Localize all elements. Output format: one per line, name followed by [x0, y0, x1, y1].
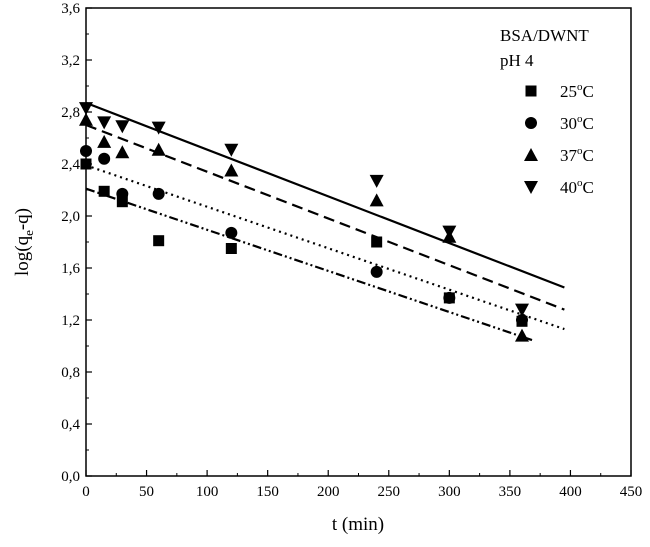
legend-title-line2: pH 4 — [500, 51, 534, 70]
data-point-40 — [369, 174, 384, 188]
y-tick-label: 2,8 — [61, 105, 80, 121]
data-point-30 — [98, 152, 111, 165]
x-tick-label: 300 — [438, 484, 461, 500]
axis-ticks: 0 50 100 150 200 250 300 350 400 450 0,0 0,4 0,8 1,2 1… — [61, 1, 642, 500]
data-point-25 — [153, 235, 165, 247]
y-tick-label: 0,4 — [61, 417, 80, 433]
fit-line-25 — [85, 187, 535, 342]
x-tick-label: 450 — [620, 484, 643, 500]
data-point-37 — [515, 328, 529, 342]
legend-label-40: 40oC — [560, 177, 594, 197]
fit-line-37 — [85, 123, 565, 311]
data-point-30 — [116, 187, 129, 200]
data-point-30 — [443, 291, 456, 304]
legend-title-line1: BSA/DWNT — [500, 26, 589, 45]
data-point-37 — [369, 193, 384, 207]
y-tick-label: 3,2 — [61, 53, 80, 69]
legend-entries: 25oC 30oC 37oC 40oC — [524, 81, 594, 197]
data-point-30 — [225, 226, 238, 239]
legend-label-30: 30oC — [560, 113, 594, 133]
data-point-40 — [442, 225, 457, 239]
x-tick-label: 150 — [256, 484, 279, 500]
data-point-40 — [515, 303, 529, 317]
data-point-25 — [116, 196, 128, 208]
legend-label-37: 37oC — [560, 145, 594, 165]
data-point-37 — [97, 134, 112, 148]
y-tick-label: 0,0 — [61, 469, 80, 485]
x-tick-label: 200 — [317, 484, 340, 500]
data-point-30 — [152, 187, 165, 200]
y-axis-title-main: log(q — [12, 235, 33, 276]
x-tick-label: 400 — [559, 484, 582, 500]
legend: BSA/DWNT pH 4 25oC 30oC 37oC 40oC — [500, 26, 594, 197]
y-tick-label: 1,6 — [61, 261, 80, 277]
x-tick-label: 50 — [139, 484, 154, 500]
data-point-40 — [115, 120, 130, 134]
legend-label-25: 25oC — [560, 81, 594, 101]
data-point-25 — [98, 185, 110, 197]
fit-lines — [85, 101, 565, 342]
legend-marker-25 — [525, 85, 537, 97]
y-axis-title-subscript: e — [21, 230, 36, 236]
data-point-40 — [79, 102, 93, 116]
y-tick-label: 1,2 — [61, 313, 80, 329]
y-tick-label: 0,8 — [61, 365, 80, 381]
fit-line-30 — [85, 164, 565, 331]
data-point-37 — [115, 145, 130, 159]
data-point-37 — [151, 142, 166, 156]
data-point-25 — [80, 158, 92, 170]
x-tick-label: 0 — [82, 484, 90, 500]
legend-marker-40 — [524, 181, 538, 194]
y-tick-label: 3,6 — [61, 1, 80, 17]
data-point-40 — [151, 121, 166, 135]
data-point-40 — [97, 116, 112, 130]
data-point-30 — [516, 314, 528, 326]
legend-marker-37 — [524, 148, 538, 161]
data-point-25 — [371, 236, 383, 248]
data-point-30 — [80, 145, 92, 157]
y-tick-label: 2,0 — [61, 209, 80, 225]
y-axis-title-tail: -q) — [12, 208, 33, 230]
data-point-37 — [224, 163, 239, 177]
fit-line-40 — [85, 101, 565, 289]
y-tick-label: 2,4 — [61, 157, 80, 173]
data-markers — [79, 102, 529, 342]
x-tick-label: 250 — [378, 484, 401, 500]
plot-frame — [85, 7, 632, 477]
x-tick-label: 350 — [499, 484, 522, 500]
x-tick-label: 100 — [196, 484, 219, 500]
y-axis-title: log(qe-q) — [12, 208, 36, 276]
data-point-37 — [79, 112, 93, 126]
data-point-25 — [225, 243, 237, 254]
data-point-40 — [224, 143, 239, 157]
legend-marker-30 — [525, 117, 537, 129]
data-point-30 — [370, 265, 383, 278]
x-axis-title: t (min) — [332, 514, 384, 535]
